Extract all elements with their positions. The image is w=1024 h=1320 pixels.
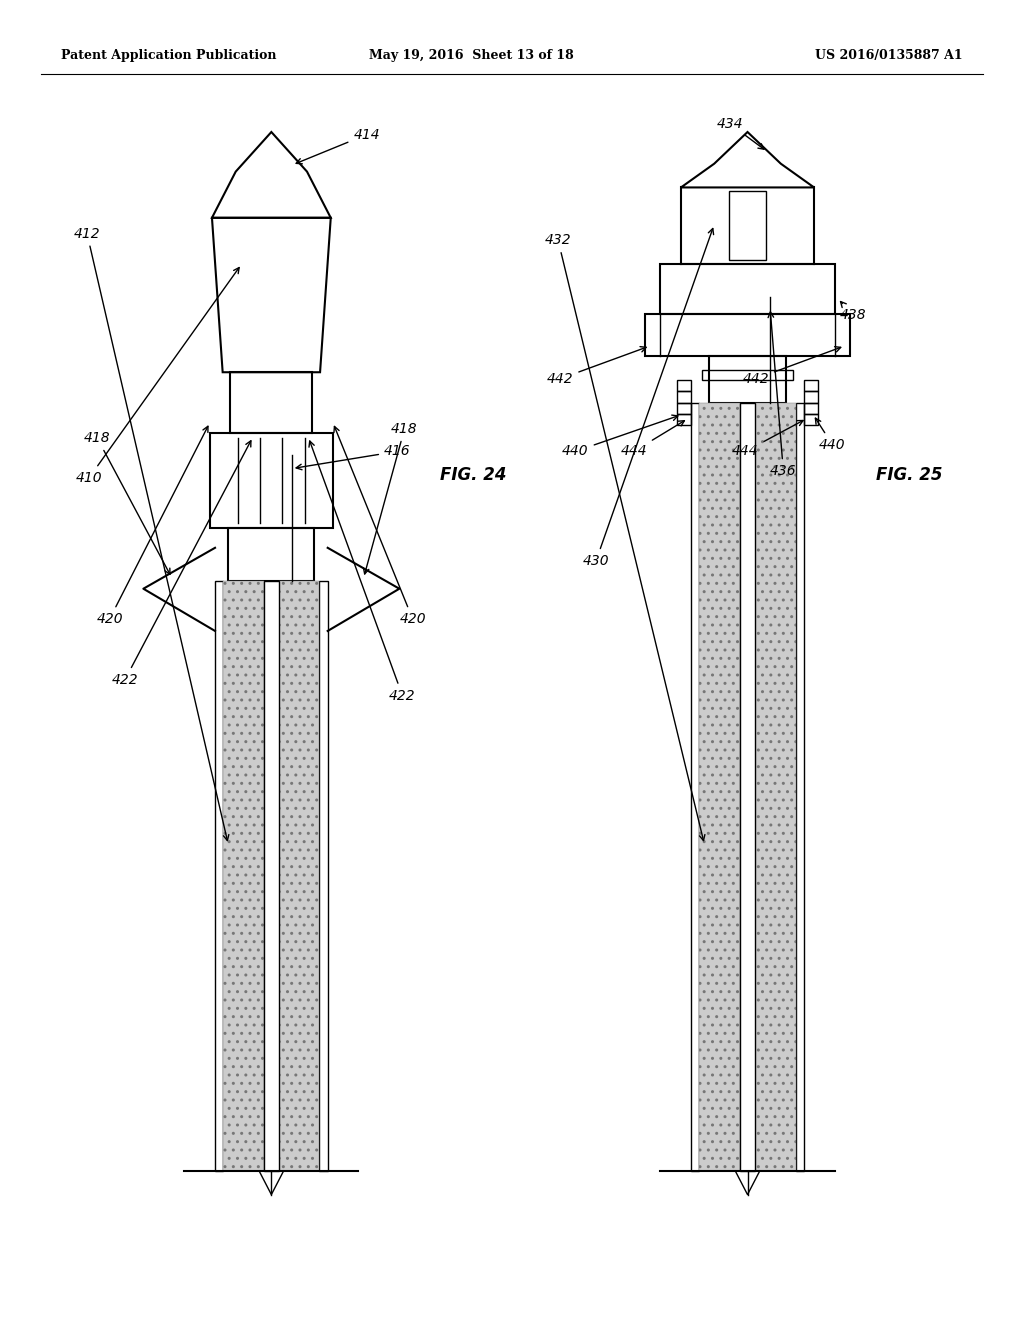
Text: 416: 416	[296, 445, 411, 470]
Polygon shape	[755, 403, 796, 1171]
Text: 422: 422	[309, 441, 416, 702]
Text: 414: 414	[296, 128, 380, 164]
Polygon shape	[319, 581, 328, 1171]
Polygon shape	[223, 581, 264, 1171]
Text: FIG. 25: FIG. 25	[876, 466, 942, 484]
Polygon shape	[796, 403, 804, 1171]
Text: 420: 420	[334, 426, 426, 626]
Text: 442: 442	[742, 347, 841, 385]
Text: 438: 438	[840, 301, 866, 322]
Polygon shape	[691, 403, 699, 1171]
Text: 440: 440	[815, 418, 846, 451]
Text: 422: 422	[112, 441, 251, 686]
Text: 444: 444	[621, 421, 684, 458]
Text: 436: 436	[768, 312, 797, 478]
Text: May 19, 2016  Sheet 13 of 18: May 19, 2016 Sheet 13 of 18	[369, 49, 573, 62]
Polygon shape	[264, 581, 279, 1171]
Text: 418: 418	[84, 432, 170, 574]
Polygon shape	[215, 581, 223, 1171]
Polygon shape	[699, 403, 740, 1171]
Text: 442: 442	[547, 347, 646, 385]
Polygon shape	[279, 581, 319, 1171]
Text: FIG. 24: FIG. 24	[440, 466, 507, 484]
Polygon shape	[740, 403, 755, 1171]
Text: 430: 430	[583, 228, 714, 568]
Text: 412: 412	[74, 227, 228, 841]
Text: Patent Application Publication: Patent Application Publication	[61, 49, 276, 62]
Text: 420: 420	[96, 426, 208, 626]
Text: 434: 434	[717, 117, 764, 149]
Text: 418: 418	[364, 422, 418, 574]
Text: 444: 444	[732, 421, 803, 458]
Text: 410: 410	[76, 268, 240, 484]
Text: US 2016/0135887 A1: US 2016/0135887 A1	[815, 49, 963, 62]
Text: 432: 432	[545, 234, 705, 841]
Text: 440: 440	[562, 414, 678, 458]
